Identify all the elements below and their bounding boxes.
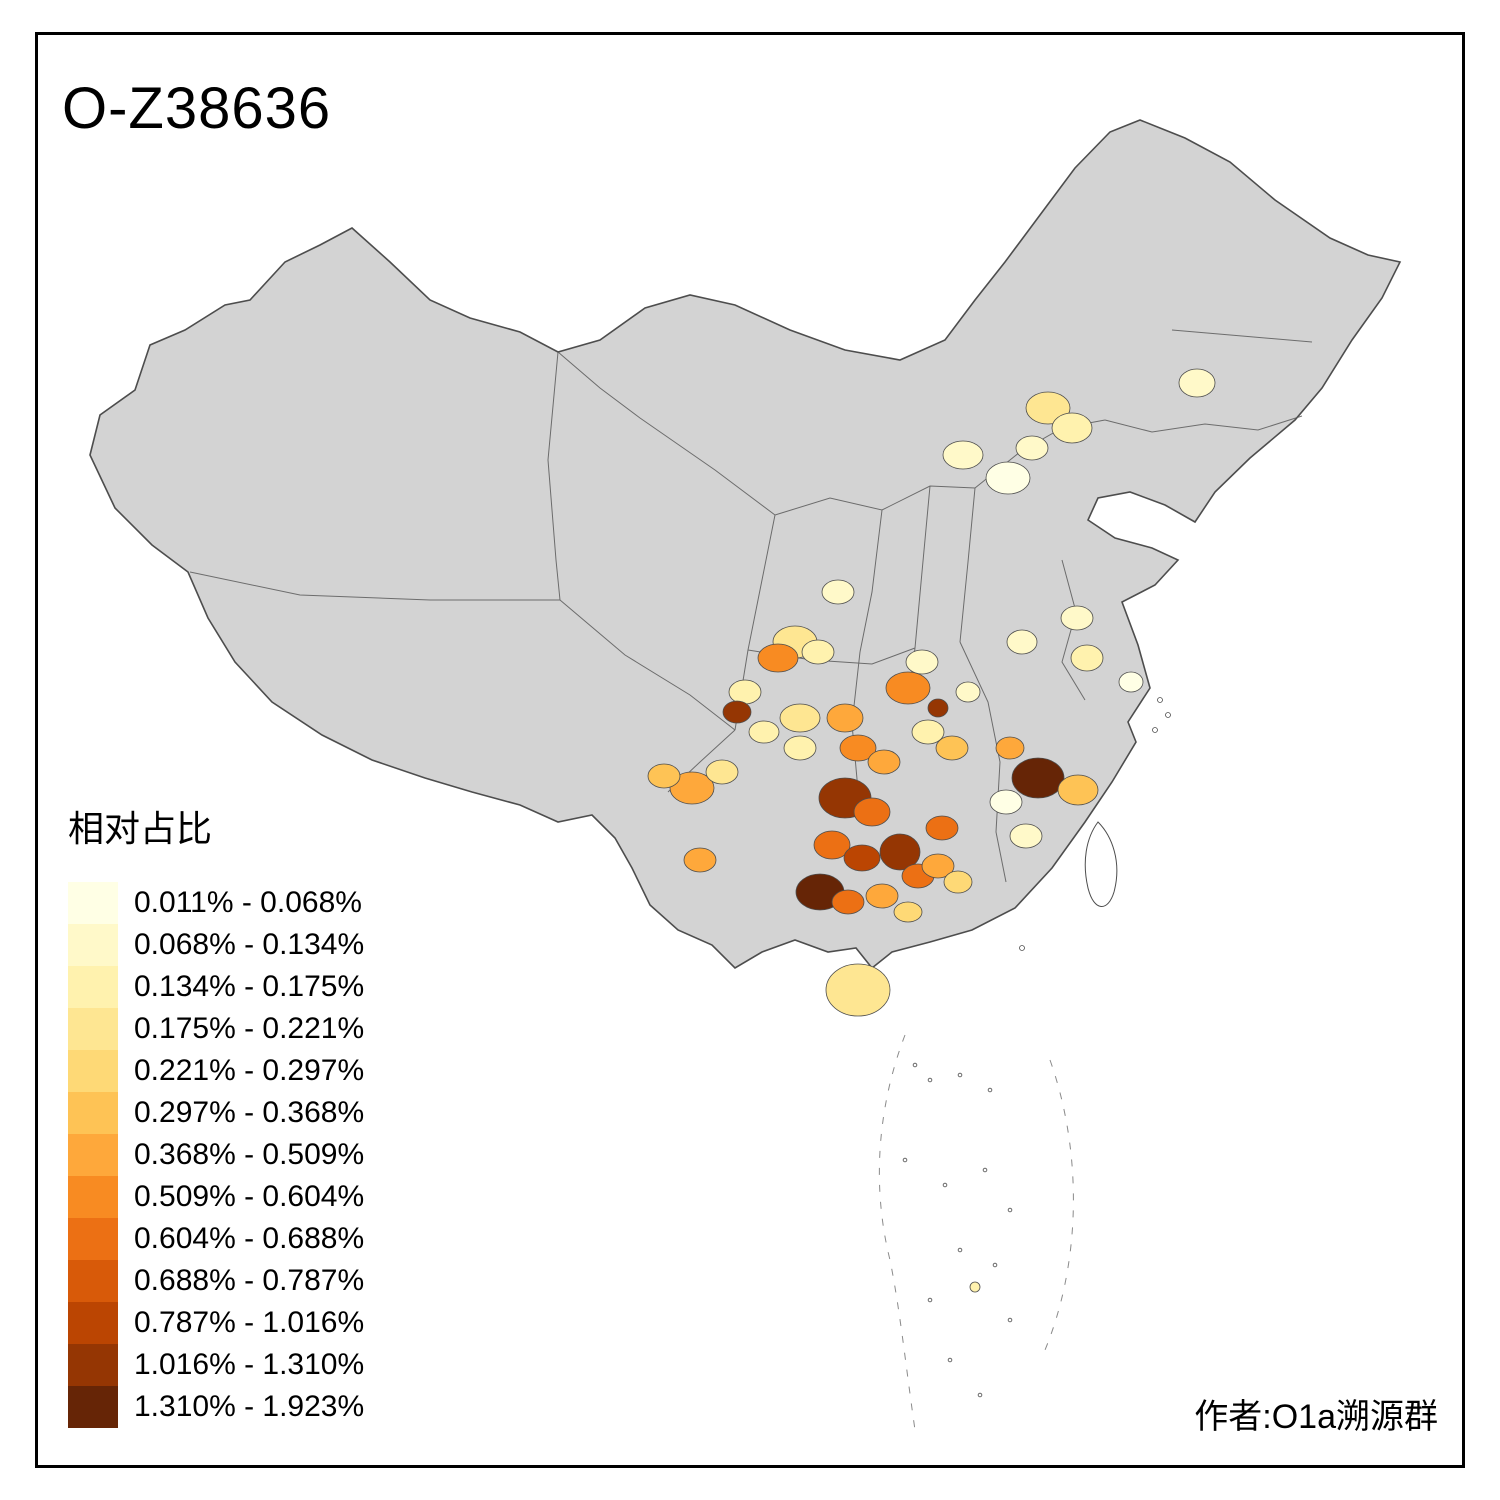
legend-item: 0.175% - 0.221% — [68, 1008, 364, 1050]
prefecture-region — [722, 700, 752, 724]
page-title: O-Z38636 — [62, 76, 332, 141]
prefecture-region — [921, 853, 955, 879]
prefecture-region — [825, 963, 891, 1017]
legend-items: 0.011% - 0.068% 0.068% - 0.134% 0.134% - 0… — [68, 882, 364, 1428]
legend-swatch — [68, 1344, 118, 1386]
prefecture-region — [879, 833, 921, 871]
prefecture-region — [943, 870, 973, 894]
legend-swatch — [68, 1260, 118, 1302]
colored-regions — [647, 368, 1216, 1017]
prefecture-region — [985, 461, 1031, 495]
prefecture-region — [865, 883, 899, 909]
prefecture-region — [1011, 757, 1065, 799]
prefecture-region — [1070, 644, 1104, 672]
legend-swatch — [68, 1302, 118, 1344]
prefecture-region — [669, 771, 715, 805]
prefecture-region — [647, 763, 681, 789]
legend-item: 0.297% - 0.368% — [68, 1092, 364, 1134]
prefecture-region — [1009, 823, 1043, 849]
prefecture-region — [1015, 435, 1049, 461]
prefecture-region — [813, 830, 851, 860]
prefecture-region — [748, 720, 780, 744]
prefecture-region — [801, 639, 835, 665]
prefecture-region — [728, 679, 762, 705]
legend-item: 0.787% - 1.016% — [68, 1302, 364, 1344]
prefecture-region — [885, 671, 931, 705]
legend: 相对占比 0.011% - 0.068% 0.068% - 0.134% 0.134… — [68, 800, 364, 1428]
legend-label: 0.297% - 0.368% — [134, 1096, 365, 1129]
coastal-islets — [1019, 697, 1171, 951]
prefecture-region — [955, 681, 981, 703]
prefecture-region — [1118, 671, 1144, 693]
legend-swatch — [68, 1008, 118, 1050]
prefecture-region — [839, 734, 877, 762]
prefecture-region — [1025, 391, 1071, 425]
legend-swatch — [68, 1386, 118, 1428]
prefecture-region — [935, 735, 969, 761]
legend-item: 0.604% - 0.688% — [68, 1218, 364, 1260]
prefecture-region — [705, 759, 739, 785]
legend-label: 1.310% - 1.923% — [134, 1390, 365, 1423]
prefecture-region — [995, 736, 1025, 760]
prefecture-region — [925, 815, 959, 841]
prefecture-region — [1051, 412, 1093, 444]
prefecture-region — [783, 735, 817, 761]
legend-label: 0.221% - 0.297% — [134, 1054, 365, 1087]
legend-item: 0.011% - 0.068% — [68, 882, 364, 924]
legend-swatch — [68, 1134, 118, 1176]
legend-title: 相对占比 — [68, 808, 213, 849]
attribution: 作者:O1a溯源群 — [1194, 1398, 1438, 1436]
south-china-sea — [878, 1034, 1074, 1431]
legend-item: 1.310% - 1.923% — [68, 1386, 364, 1428]
legend-swatch — [68, 1218, 118, 1260]
prefecture-region — [821, 579, 855, 605]
taiwan-island — [1084, 821, 1118, 907]
legend-item: 0.068% - 0.134% — [68, 924, 364, 966]
legend-swatch — [68, 966, 118, 1008]
legend-label: 1.016% - 1.310% — [134, 1348, 365, 1381]
legend-item: 0.134% - 0.175% — [68, 966, 364, 1008]
prefecture-region — [757, 643, 799, 673]
prefecture-region — [911, 719, 945, 745]
colored-islet — [969, 1281, 981, 1293]
legend-swatch — [68, 924, 118, 966]
prefecture-region — [683, 847, 717, 873]
prefecture-region — [826, 703, 864, 733]
legend-item: 0.221% - 0.297% — [68, 1050, 364, 1092]
prefecture-region — [1060, 605, 1094, 631]
prefecture-region — [779, 703, 821, 733]
prefecture-region — [867, 749, 901, 775]
prefecture-region — [853, 797, 891, 827]
prefecture-region — [905, 649, 939, 675]
china-mainland — [89, 119, 1402, 970]
prefecture-region — [1006, 629, 1038, 655]
legend-label: 0.134% - 0.175% — [134, 970, 365, 1003]
prefecture-region — [1057, 774, 1099, 806]
legend-item: 0.688% - 0.787% — [68, 1260, 364, 1302]
prefecture-region — [927, 698, 949, 718]
legend-label: 0.688% - 0.787% — [134, 1264, 365, 1297]
prefecture-region — [942, 440, 984, 470]
legend-item: 1.016% - 1.310% — [68, 1344, 364, 1386]
legend-label: 0.368% - 0.509% — [134, 1138, 365, 1171]
legend-swatch — [68, 1092, 118, 1134]
legend-label: 0.604% - 0.688% — [134, 1222, 365, 1255]
legend-item: 0.368% - 0.509% — [68, 1134, 364, 1176]
prefecture-region — [1178, 368, 1216, 398]
prefecture-region — [893, 901, 923, 923]
legend-swatch — [68, 1050, 118, 1092]
legend-label: 0.068% - 0.134% — [134, 928, 365, 961]
legend-label: 0.011% - 0.068% — [134, 886, 362, 919]
legend-label: 0.509% - 0.604% — [134, 1180, 365, 1213]
prefecture-region — [831, 889, 865, 915]
prefecture-region — [843, 844, 881, 872]
legend-swatch — [68, 882, 118, 924]
prefecture-region — [989, 789, 1023, 815]
legend-swatch — [68, 1176, 118, 1218]
legend-label: 0.787% - 1.016% — [134, 1306, 365, 1339]
legend-label: 0.175% - 0.221% — [134, 1012, 365, 1045]
legend-item: 0.509% - 0.604% — [68, 1176, 364, 1218]
